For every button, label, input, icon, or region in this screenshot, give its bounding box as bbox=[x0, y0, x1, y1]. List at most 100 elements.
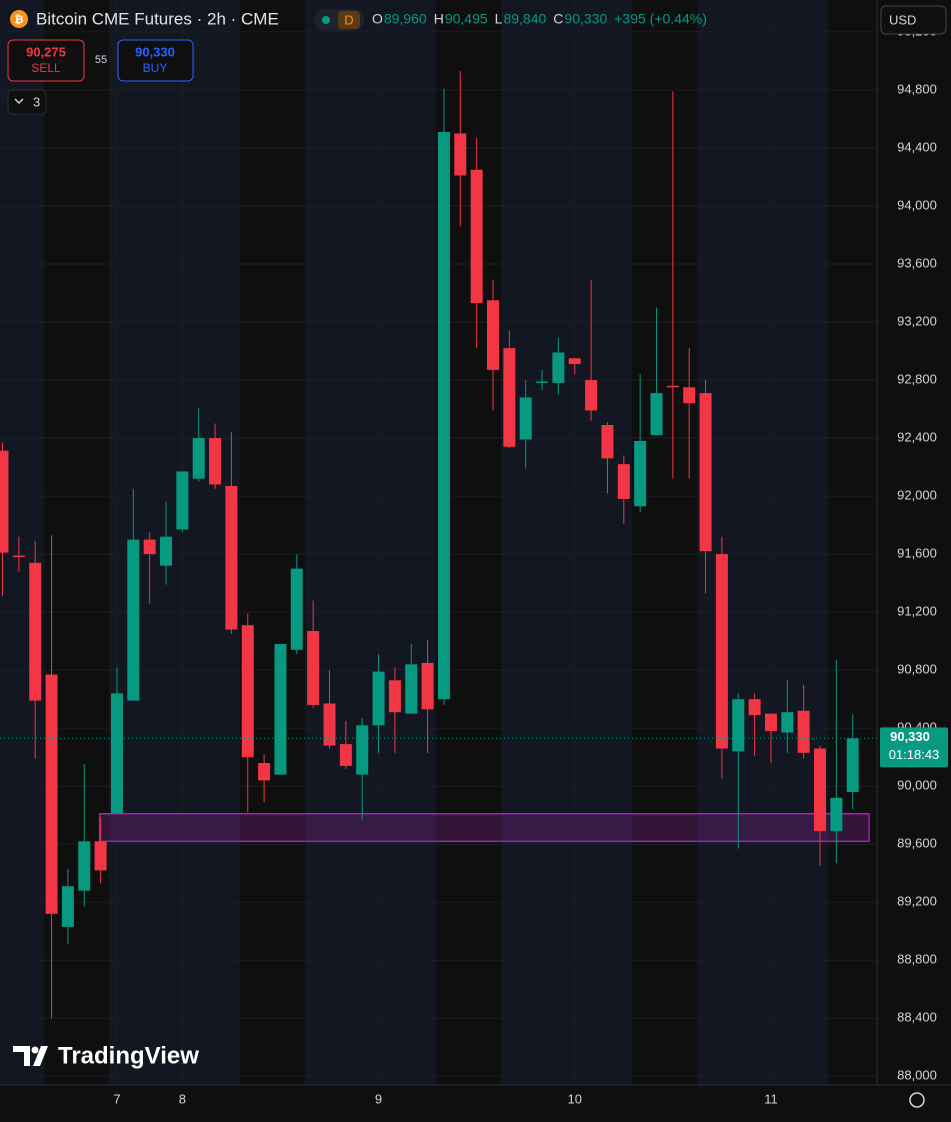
y-tick-label: 89,600 bbox=[897, 836, 937, 851]
candle-body bbox=[437, 131, 450, 700]
y-tick-label: 88,400 bbox=[897, 1010, 937, 1025]
settings-button[interactable] bbox=[909, 1092, 925, 1108]
candle-body bbox=[78, 841, 91, 891]
candle-body bbox=[0, 450, 9, 553]
candle-body bbox=[650, 393, 663, 436]
axes: 88,00088,40088,80089,20089,60090,00090,4… bbox=[113, 23, 948, 1106]
candle-body bbox=[421, 662, 434, 710]
candle-body bbox=[225, 485, 238, 630]
price-tag-price: 90,330 bbox=[890, 729, 930, 744]
ohlc-key: H bbox=[434, 11, 444, 27]
candle-body bbox=[797, 710, 810, 753]
session-band bbox=[304, 0, 436, 1085]
y-tick-label: 92,400 bbox=[897, 429, 937, 444]
currency-button[interactable] bbox=[880, 5, 947, 35]
candle-body bbox=[666, 385, 679, 388]
badge-bg bbox=[338, 11, 360, 29]
price-tag-countdown: 01:18:43 bbox=[889, 747, 940, 762]
ohlc-value: 90,330 bbox=[564, 11, 607, 27]
ohlc-key: O bbox=[372, 11, 383, 27]
candle-body bbox=[160, 536, 172, 566]
y-tick-label: 91,200 bbox=[897, 604, 937, 619]
candle-body bbox=[814, 748, 826, 832]
candle-body bbox=[339, 744, 352, 766]
candle-body bbox=[503, 348, 516, 447]
y-tick-label: 88,800 bbox=[897, 952, 937, 967]
x-tick-label: 8 bbox=[179, 1091, 186, 1106]
candle-body bbox=[127, 539, 140, 701]
ohlc-key: C bbox=[553, 11, 563, 27]
symbol-title: Bitcoin CME Futures · 2h · CME bbox=[36, 9, 279, 28]
candle-body bbox=[634, 440, 647, 507]
spread: 55 bbox=[95, 54, 107, 66]
session-shading bbox=[0, 0, 829, 1085]
coin-glyph: ₿ bbox=[15, 14, 24, 26]
candle-body bbox=[323, 703, 336, 746]
buy-label: BUY bbox=[143, 61, 168, 75]
y-tick-label: 90,800 bbox=[897, 662, 937, 677]
candle-body bbox=[715, 554, 728, 749]
y-tick-label: 94,800 bbox=[897, 81, 937, 96]
y-tick-label: 93,200 bbox=[897, 313, 937, 328]
candle-body bbox=[764, 713, 777, 732]
currency: USD bbox=[889, 12, 916, 27]
candle-body bbox=[601, 425, 614, 459]
candle-body bbox=[454, 133, 467, 176]
candle-body bbox=[519, 397, 532, 440]
candle-body bbox=[45, 674, 58, 914]
candle-body bbox=[830, 797, 843, 832]
indicators-toggle[interactable] bbox=[7, 89, 47, 115]
candle-body bbox=[94, 841, 107, 871]
candle-body bbox=[781, 712, 794, 733]
candle-body bbox=[470, 169, 483, 304]
chevron bbox=[14, 98, 24, 105]
ohlc-key: L bbox=[495, 11, 503, 27]
y-tick-label: 94,400 bbox=[897, 139, 937, 154]
ohlc-value: 89,960 bbox=[384, 11, 427, 27]
plot bbox=[0, 71, 877, 1019]
sell-button[interactable] bbox=[7, 39, 85, 82]
candle-body bbox=[274, 644, 287, 775]
ohlc-value: 90,495 bbox=[445, 11, 488, 27]
candle-body bbox=[29, 562, 42, 701]
candle-body bbox=[61, 886, 74, 927]
candle-body bbox=[12, 555, 25, 558]
x-tick-label: 10 bbox=[568, 1091, 582, 1106]
indicator-count: 3 bbox=[33, 94, 40, 109]
y-tick-label: 93,600 bbox=[897, 255, 937, 270]
candle-body bbox=[699, 393, 712, 552]
candle-body bbox=[192, 438, 205, 479]
candle-body bbox=[487, 300, 499, 370]
ohlc-legend: O 89,960 H 90,495 L 89,840 C 90,330 +395 (+0.44%… bbox=[372, 11, 707, 27]
candle-body bbox=[552, 352, 565, 383]
ohlc-change: +395 (+0.44%) bbox=[614, 11, 707, 27]
candle-body bbox=[846, 738, 859, 792]
candle-body bbox=[388, 680, 401, 713]
candle-body bbox=[617, 464, 630, 499]
x-tick-label: 11 bbox=[764, 1091, 778, 1106]
ohlc-value: 89,840 bbox=[503, 11, 546, 27]
y-tick-label: 91,600 bbox=[897, 546, 937, 561]
y-tick-label: 92,000 bbox=[897, 488, 937, 503]
brand-logo-dot bbox=[31, 1046, 39, 1054]
session-band bbox=[697, 0, 829, 1085]
y-tick-label: 89,200 bbox=[897, 894, 937, 909]
candle-body bbox=[176, 471, 189, 530]
candle-body bbox=[748, 699, 761, 716]
buy-button[interactable] bbox=[117, 39, 194, 82]
x-tick-label: 7 bbox=[113, 1091, 120, 1106]
y-tick-label: 94,000 bbox=[897, 197, 937, 212]
badge: D bbox=[344, 12, 353, 27]
candle-body bbox=[110, 693, 123, 814]
candle-body bbox=[732, 699, 745, 752]
candle-body bbox=[683, 387, 696, 404]
candle-body bbox=[536, 381, 549, 383]
y-tick-label: 88,000 bbox=[897, 1068, 937, 1083]
session-band bbox=[501, 0, 632, 1085]
x-tick-label: 9 bbox=[375, 1091, 382, 1106]
price-tag bbox=[880, 727, 948, 768]
candle-body bbox=[307, 630, 320, 705]
coin-icon bbox=[10, 10, 28, 28]
